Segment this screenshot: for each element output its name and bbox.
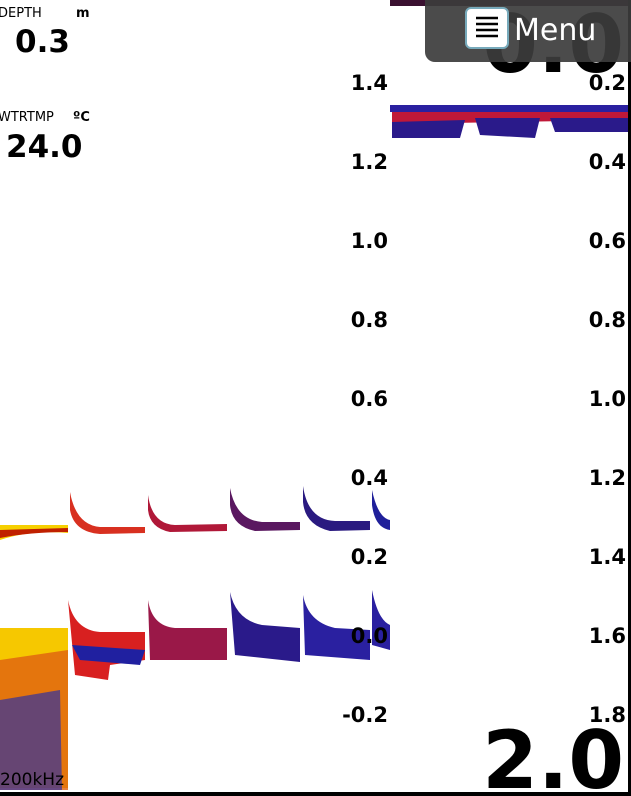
right-scale-label: 1.4 [589, 545, 626, 569]
right-scale-label: 1.6 [589, 624, 626, 648]
water-temp-value: 24.0 [6, 129, 83, 165]
right-scale-label: 1.0 [589, 387, 626, 411]
depth-label: DEPTH [0, 6, 42, 21]
depth-value: 0.3 [15, 24, 70, 60]
left-scale-label: 1.0 [351, 229, 388, 253]
left-scale-label: 0.4 [351, 466, 388, 490]
left-depth-scale: 1.4 1.2 1.0 0.8 0.6 0.4 0.2 0.0 -0.2 [342, 71, 388, 727]
left-scale-label: 0.2 [351, 545, 388, 569]
menu-label[interactable]: Menu [514, 13, 596, 48]
left-scale-label: 0.8 [351, 308, 388, 332]
left-scale-label: 0.0 [351, 624, 388, 648]
water-temp-label: WTRTMP [0, 110, 54, 125]
range-bottom: 2.0 [482, 714, 624, 796]
right-scale-label: 0.4 [589, 150, 626, 174]
right-border [628, 0, 631, 796]
left-scale-label: -0.2 [342, 703, 388, 727]
right-scale-label: 0.6 [589, 229, 626, 253]
left-scale-label: 1.4 [351, 71, 388, 95]
right-scale-label: 1.8 [589, 703, 626, 727]
left-scale-label: 0.6 [351, 387, 388, 411]
right-depth-scale: 0.2 0.4 0.6 0.8 1.0 1.2 1.4 1.6 1.8 [589, 71, 626, 727]
sonar-echoes-right [390, 105, 628, 138]
water-temp-unit: ºC [73, 110, 90, 125]
frequency: 200kHz [0, 770, 64, 790]
bottom-border [0, 792, 631, 796]
left-scale-label: 1.2 [351, 150, 388, 174]
right-scale-label: 0.8 [589, 308, 626, 332]
right-scale-label: 0.2 [589, 71, 626, 95]
depth-unit: m [76, 6, 90, 21]
menu-button[interactable]: Menu [425, 0, 631, 62]
right-scale-label: 1.2 [589, 466, 626, 490]
sonar-echoes-left [0, 486, 390, 790]
